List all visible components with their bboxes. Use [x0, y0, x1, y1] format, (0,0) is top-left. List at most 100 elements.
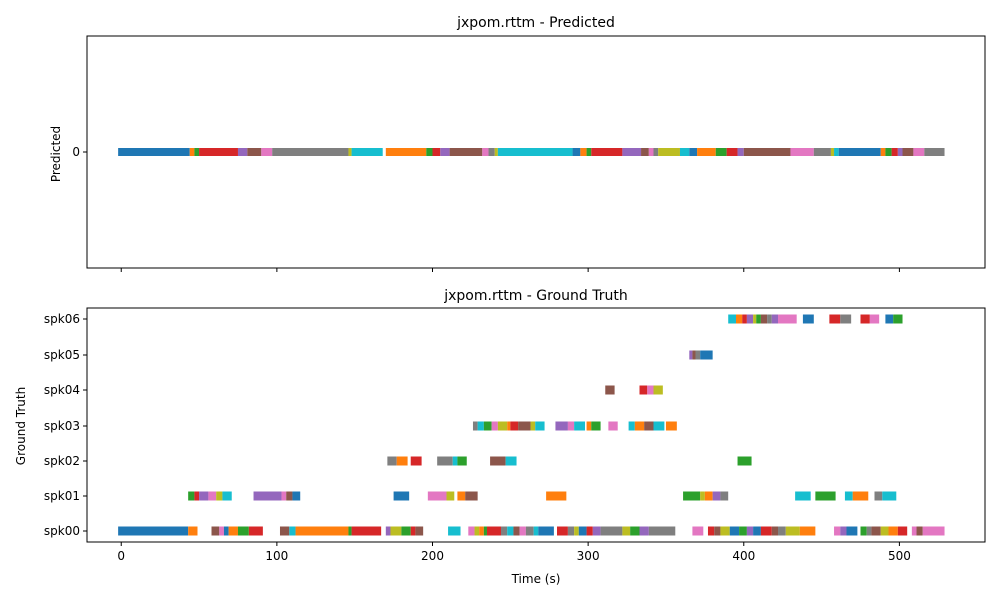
ground-truth-segment	[216, 491, 223, 501]
y-tick-label: spk02	[44, 454, 80, 468]
ground-truth-segment	[510, 421, 519, 431]
ground-truth-segment	[720, 491, 729, 501]
ground-truth-segment	[477, 421, 484, 431]
predicted-segment	[449, 148, 483, 156]
predicted-segment	[790, 148, 814, 156]
ground-truth-segment	[665, 421, 677, 431]
ground-truth-segment	[860, 314, 870, 324]
ground-truth-segment	[866, 526, 872, 536]
predicted-segment	[426, 148, 433, 156]
ground-truth-segment	[518, 421, 531, 431]
ground-truth-segment	[653, 385, 663, 395]
ground-truth-segment	[714, 526, 721, 536]
x-tick-label: 100	[265, 549, 288, 563]
predicted-ylabel: Predicted	[49, 126, 63, 182]
predicted-segment	[913, 148, 925, 156]
ground-truth-segment	[500, 526, 508, 536]
ground-truth-segment	[753, 526, 761, 536]
predicted-segment	[679, 148, 690, 156]
ground-truth-segment	[591, 421, 601, 431]
predicted-segment	[494, 148, 498, 156]
ground-truth-segment	[916, 526, 923, 536]
ground-truth-segment	[237, 526, 249, 536]
ground-truth-segment	[692, 350, 696, 360]
ground-truth-segment	[211, 526, 220, 536]
ground-truth-segment	[586, 526, 593, 536]
ground-truth-segment	[760, 526, 772, 536]
ground-truth-segment	[753, 314, 757, 324]
ground-truth-segment	[630, 526, 640, 536]
ground-truth-segment	[279, 526, 290, 536]
predicted-segment	[838, 148, 881, 156]
ground-truth-segment	[578, 526, 587, 536]
ground-truth-segment	[390, 526, 402, 536]
ground-truth-segment	[472, 421, 478, 431]
ground-truth-segment	[756, 314, 761, 324]
predicted-segment	[591, 148, 623, 156]
predicted-segment	[272, 148, 349, 156]
ground-truth-segment	[704, 491, 713, 501]
ground-truth-segment	[483, 421, 492, 431]
ground-truth-segment	[683, 491, 701, 501]
ground-truth-segments	[118, 314, 945, 536]
predicted-segment	[885, 148, 892, 156]
ground-truth-segment	[194, 491, 200, 501]
ground-truth-segment	[574, 421, 586, 431]
ground-truth-segment	[592, 526, 601, 536]
x-tick-label: 500	[888, 549, 911, 563]
ground-truth-segment	[739, 526, 747, 536]
ground-truth-segment	[483, 526, 487, 536]
ground-truth-segment	[465, 491, 478, 501]
ground-truth-segment	[538, 526, 554, 536]
x-tick-label: 300	[577, 549, 600, 563]
ground-truth-segment	[446, 491, 455, 501]
y-tick-label: spk00	[44, 524, 80, 538]
ground-truth-segment	[519, 526, 526, 536]
ground-truth-segment	[799, 526, 816, 536]
ground-truth-segment	[785, 526, 800, 536]
ground-truth-segment	[742, 314, 747, 324]
ground-truth-segment	[448, 526, 461, 536]
ground-truth-segment	[600, 526, 623, 536]
ground-truth-segment	[393, 491, 410, 501]
ground-truth-segment	[874, 491, 883, 501]
ground-truth-segment	[885, 314, 894, 324]
predicted-segment	[641, 148, 649, 156]
ground-truth-segment	[700, 491, 705, 501]
ground-truth-segment	[840, 526, 847, 536]
ground-truth-segment	[385, 526, 391, 536]
ground-truth-segment	[653, 421, 665, 431]
predicted-segment	[385, 148, 427, 156]
predicted-segment	[743, 148, 791, 156]
ground-truth-segment	[622, 526, 631, 536]
ground-truth-segment	[888, 526, 898, 536]
predicted-segment	[658, 148, 680, 156]
ground-truth-segment	[860, 526, 867, 536]
ground-truth-segment	[223, 526, 229, 536]
predicted-segment	[897, 148, 903, 156]
ground-truth-segment	[692, 526, 704, 536]
ground-truth-segment	[396, 456, 408, 466]
ground-truth-segment	[437, 456, 453, 466]
ground-truth-segment	[474, 526, 480, 536]
ground-truth-segment	[530, 421, 536, 431]
ground-truth-segment	[882, 491, 897, 501]
y-tick-label: 0	[72, 145, 80, 159]
ground-truth-segment	[639, 385, 648, 395]
ground-truth-segment	[795, 491, 811, 501]
predicted-segment	[880, 148, 886, 156]
ground-truth-segment	[410, 456, 422, 466]
predicted-segment	[497, 148, 573, 156]
ground-truth-segment	[695, 350, 701, 360]
predicted-segment	[580, 148, 587, 156]
ground-truth-segment	[700, 350, 713, 360]
ground-truth-segment	[289, 526, 296, 536]
ground-truth-segment	[281, 491, 287, 501]
ground-truth-segment	[771, 314, 779, 324]
predicted-segment	[648, 148, 654, 156]
ground-truth-segment	[746, 526, 754, 536]
predicted-segment	[715, 148, 727, 156]
ground-truth-segment	[468, 526, 475, 536]
ground-truth-segment	[707, 526, 715, 536]
ground-truth-segment	[427, 491, 447, 501]
